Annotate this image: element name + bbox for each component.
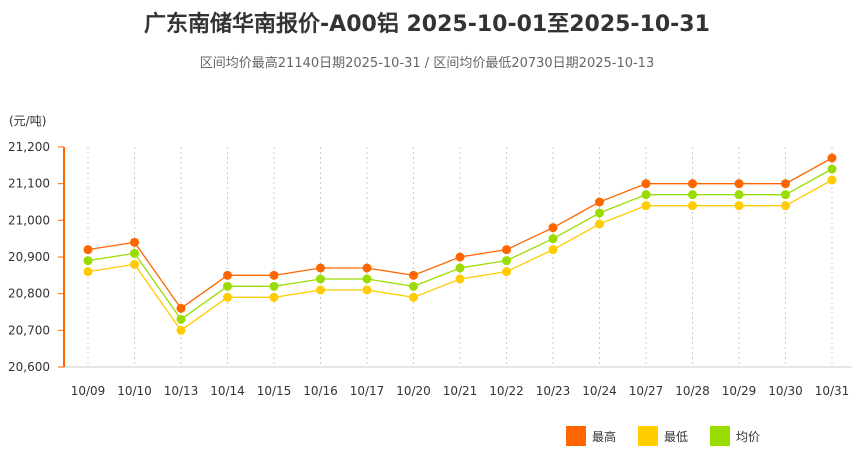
y-tick-label: 21,000 [8,213,50,227]
x-tick-label: 10/31 [815,384,850,398]
y-tick-label: 20,600 [8,360,50,374]
data-point [362,263,372,273]
data-point [362,274,372,284]
legend-swatch [566,426,586,446]
data-point [734,190,744,200]
y-tick-label: 21,100 [8,177,50,191]
x-tick-label: 10/20 [396,384,431,398]
data-point [316,274,325,284]
data-point [269,281,279,291]
data-point [269,292,279,302]
x-tick-label: 10/13 [164,384,199,398]
data-point [83,245,93,255]
data-point [130,259,139,269]
data-point [827,153,837,163]
data-point [781,201,790,211]
y-tick-label: 20,900 [8,250,50,264]
x-tick-label: 10/14 [210,384,245,398]
data-point [409,281,418,291]
data-point [688,179,697,189]
data-point [781,179,790,189]
x-tick-label: 10/24 [582,384,617,398]
data-point [455,252,465,262]
data-point [688,190,697,200]
x-tick-label: 10/28 [675,384,710,398]
chart-subtitle: 区间均价最高21140日期2025-10-31 / 区间均价最低20730日期2… [199,56,655,71]
data-point [362,285,372,295]
data-point [455,274,465,284]
data-point [641,201,651,211]
data-point [595,219,604,229]
data-point [827,164,837,174]
x-tick-label: 10/10 [117,384,152,398]
data-point [548,245,558,255]
x-tick-label: 10/16 [303,384,338,398]
x-tick-label: 10/27 [629,384,664,398]
data-point [130,237,139,247]
data-point [176,303,186,313]
x-tick-label: 10/17 [350,384,385,398]
legend-swatch [710,426,731,446]
data-point [316,285,325,295]
x-tick-label: 10/23 [536,384,571,398]
data-point [223,292,232,302]
x-tick-label: 10/30 [768,384,803,398]
data-point [409,292,418,302]
data-point [316,263,325,273]
data-point [734,179,744,189]
data-point [455,263,465,273]
x-tick-label: 10/15 [257,384,292,398]
y-tick-label: 21,200 [8,140,50,154]
legend: 最高 最低 均价 [566,426,760,446]
data-point [781,190,790,200]
legend-label: 最高 [592,429,617,444]
y-tick-label: 20,700 [8,323,50,337]
data-point [176,314,186,324]
data-point [83,267,93,277]
data-point [176,325,186,335]
data-point [223,270,232,280]
data-point [223,281,232,291]
data-point [502,256,511,266]
data-point [502,245,511,255]
data-point [641,190,651,200]
data-point [734,201,744,211]
chart-title: 广东南储华南报价-A00铝 2025-10-01至2025-10-31 [144,12,710,37]
x-tick-label: 10/09 [71,384,106,398]
legend-item-avg[interactable]: 均价 [710,426,760,446]
legend-item-high[interactable]: 最高 [566,426,616,446]
data-point [827,175,837,185]
data-point [130,248,139,258]
x-tick-label: 10/22 [489,384,524,398]
data-point [595,197,604,207]
legend-label: 均价 [736,429,761,444]
data-point [548,234,558,244]
series-line-2 [87,168,833,321]
data-point [688,201,697,211]
x-tick-label: 10/21 [443,384,478,398]
data-point [409,270,418,280]
data-point [83,256,93,266]
legend-label: 最低 [664,429,689,444]
data-point [502,267,511,277]
data-point [595,208,604,218]
data-point [269,270,279,280]
x-tick-label: 10/29 [722,384,757,398]
data-point [641,179,651,189]
legend-item-low[interactable]: 最低 [638,426,688,446]
y-axis-unit: (元/吨) [9,114,47,128]
legend-swatch [638,426,659,446]
data-point [548,223,558,233]
y-tick-label: 20,800 [8,287,50,301]
